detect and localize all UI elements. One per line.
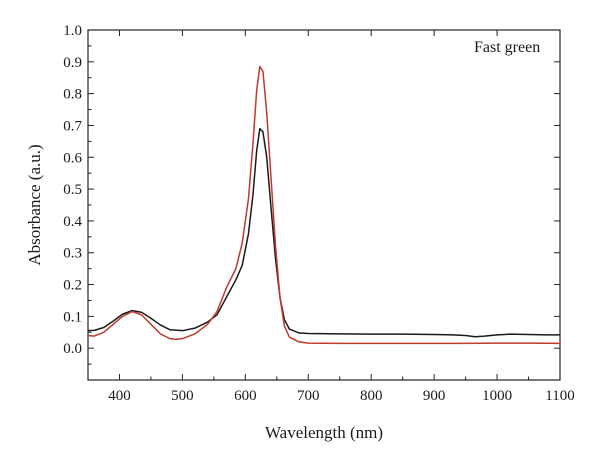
x-tick-label: 700 (297, 388, 320, 404)
x-axis-label: Wavelength (nm) (265, 423, 383, 442)
x-tick-label: 1100 (545, 388, 574, 404)
chart-annotation: Fast green (474, 39, 540, 56)
y-tick-label: 0.7 (63, 118, 82, 134)
x-tick-label: 900 (423, 388, 446, 404)
y-tick-label: 0.6 (63, 150, 82, 166)
series-group (87, 65, 561, 345)
y-axis-label: Absorbance (a.u.) (25, 144, 44, 265)
x-axis: 400 500 600 700 800 900 1000 1100 (87, 30, 575, 404)
y-tick-label: 0.8 (63, 87, 82, 103)
x-tick-label: 500 (171, 388, 194, 404)
x-tick-label: 600 (234, 388, 257, 404)
x-tick-label: 800 (360, 388, 383, 404)
plot-frame (87, 29, 561, 381)
y-tick-label: 0.9 (63, 55, 82, 71)
y-tick-label: 0.5 (63, 182, 82, 198)
y-tick-label: 0.2 (63, 278, 82, 294)
series-line-1 (87, 127, 560, 338)
x-tick-label: 1000 (482, 388, 512, 404)
series-line-2 (87, 65, 561, 345)
y-tick-label: 0.4 (63, 214, 82, 230)
y-tick-label: 0.3 (63, 246, 82, 262)
y-tick-label: 0.1 (63, 309, 82, 325)
y-axis: 0.0 0.1 0.2 0.3 0.4 0.5 0.6 0.7 0.8 0.9 1.0 (63, 23, 560, 365)
y-tick-label: 0.0 (63, 341, 82, 357)
x-tick-label: 400 (108, 388, 131, 404)
y-tick-label: 1.0 (63, 23, 82, 39)
